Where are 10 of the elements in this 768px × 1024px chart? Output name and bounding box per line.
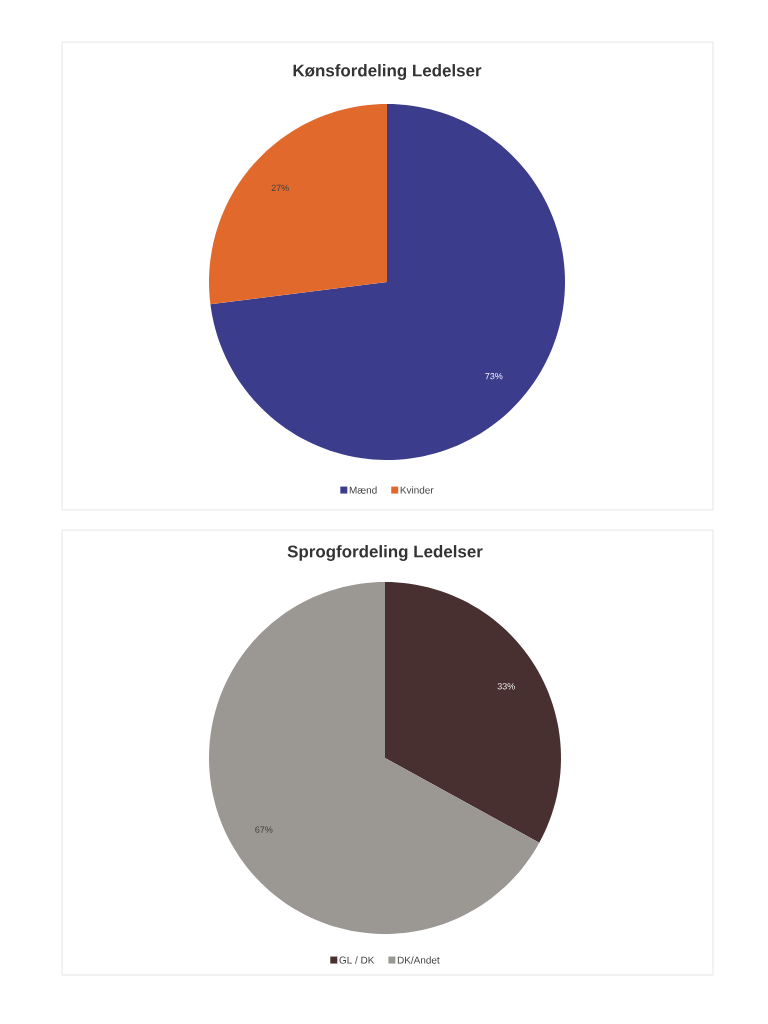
data-label: 73% — [485, 372, 503, 380]
legend-label: Mænd — [349, 486, 377, 494]
legend-label: Kvinder — [400, 486, 434, 494]
legend-label: GL / DK — [339, 956, 375, 964]
data-label: 27% — [271, 184, 289, 191]
chart-title: Kønsfordeling Ledelser — [293, 64, 482, 80]
data-label: 33% — [497, 683, 515, 690]
legend-label: DK/Andet — [397, 956, 440, 964]
data-label: 67% — [255, 826, 273, 833]
chart-title: Sprogfordeling Ledelser — [287, 545, 483, 561]
